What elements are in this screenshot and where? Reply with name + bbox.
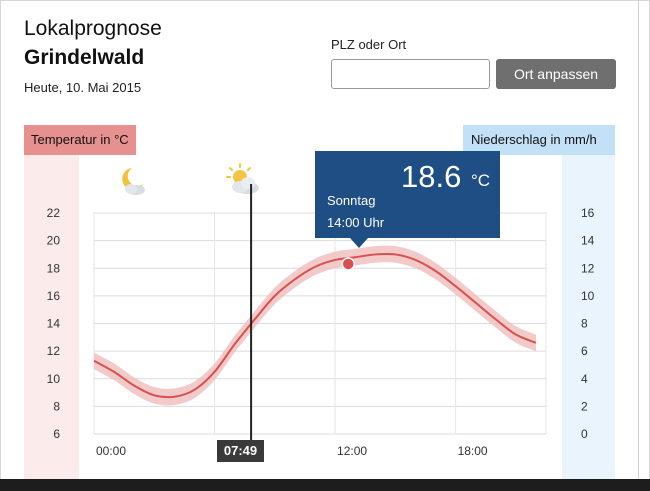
temperature-legend-badge: Temperatur in °C — [24, 125, 136, 155]
right-border — [638, 0, 639, 491]
y-left-tick-label: 16 — [47, 289, 61, 303]
y-right-tick-label: 10 — [581, 289, 595, 303]
temperature-axis-band — [24, 155, 79, 479]
y-left-tick-label: 6 — [53, 427, 60, 441]
x-tick-label: 18:00 — [458, 444, 488, 458]
y-right-tick-label: 12 — [581, 261, 595, 275]
temperature-uncertainty-band — [94, 245, 536, 406]
y-right-tick-label: 16 — [581, 206, 595, 220]
y-left-tick-label: 10 — [47, 372, 61, 386]
tooltip-time: 14:00 Uhr — [327, 215, 385, 230]
tooltip-temperature: 18.6 — [401, 159, 462, 194]
y-left-tick-label: 18 — [47, 261, 61, 275]
precipitation-legend-badge: Niederschlag in mm/h — [463, 125, 615, 155]
y-left-tick-label: 12 — [47, 344, 61, 358]
y-right-tick-label: 14 — [581, 234, 595, 248]
y-right-tick-label: 4 — [581, 372, 588, 386]
tooltip-unit: °C — [471, 171, 491, 190]
bottom-shadow — [0, 479, 650, 491]
x-tick-label: 12:00 — [337, 444, 367, 458]
x-tick-label: 00:00 — [96, 444, 126, 458]
y-right-tick-label: 6 — [581, 344, 588, 358]
update-location-button[interactable]: Ort anpassen — [496, 59, 616, 89]
y-right-tick-label: 2 — [581, 399, 588, 413]
sun-cloud-icon — [226, 163, 259, 194]
tooltip-day: Sonntag — [327, 193, 376, 208]
precipitation-axis-band — [562, 155, 615, 479]
selected-point[interactable] — [341, 257, 355, 271]
page-title: Lokalprognose — [24, 17, 162, 40]
location-search-input[interactable] — [331, 59, 490, 89]
moon-cloud-icon — [122, 168, 145, 195]
location-name: Grindelwald — [24, 46, 145, 69]
y-left-tick-label: 20 — [47, 234, 61, 248]
y-right-tick-label: 8 — [581, 317, 588, 331]
y-left-tick-label: 22 — [47, 206, 61, 220]
search-label: PLZ oder Ort — [331, 37, 407, 52]
y-left-tick-label: 8 — [53, 399, 60, 413]
current-time-marker[interactable]: 07:49 — [217, 440, 264, 462]
y-right-tick-label: 0 — [581, 427, 588, 441]
y-left-tick-label: 14 — [47, 317, 61, 331]
temperature-line — [93, 252, 537, 399]
tooltip-pointer — [350, 238, 368, 248]
temperature-y-axis: 6 8 10 12 14 16 18 20 22 — [47, 206, 61, 441]
forecast-date: Heute, 10. Mai 2015 — [24, 80, 142, 95]
precipitation-y-axis: 0 2 4 6 8 10 12 14 16 — [581, 206, 595, 441]
forecast-tooltip: 18.6 °C Sonntag 14:00 Uhr — [315, 151, 500, 248]
